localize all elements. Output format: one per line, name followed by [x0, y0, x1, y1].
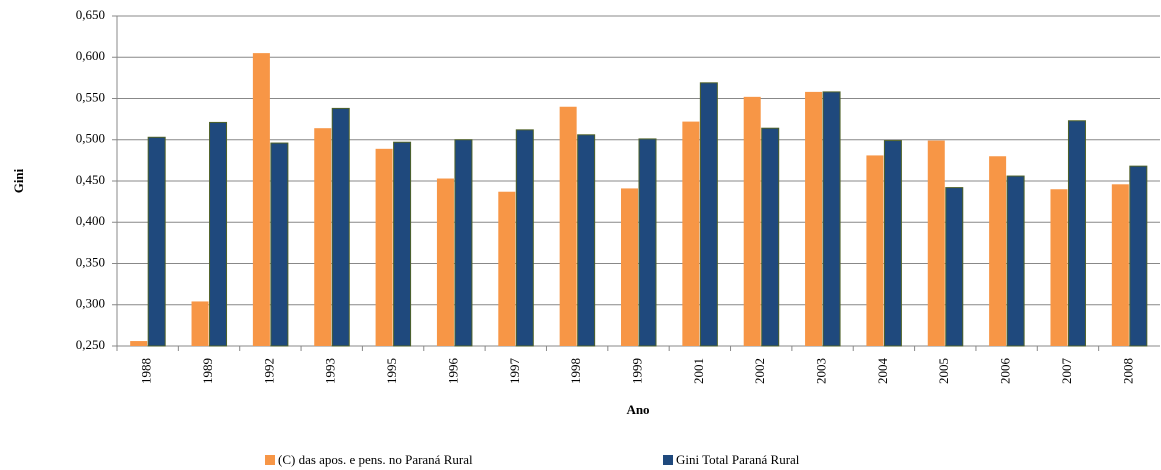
legend-swatch: [265, 455, 275, 465]
bar: [209, 121, 228, 347]
bar: [927, 140, 945, 346]
bar: [989, 156, 1007, 346]
y-axis-label: Gini: [11, 168, 26, 193]
x-tick-label: 1997: [507, 358, 522, 385]
bar: [1111, 184, 1129, 346]
x-tick-label: 1989: [200, 358, 215, 384]
bar: [638, 138, 657, 347]
y-tick-label: 0,650: [76, 7, 105, 22]
bar: [498, 191, 516, 346]
bar: [436, 178, 454, 346]
bar: [270, 142, 289, 347]
bar: [866, 155, 884, 346]
x-tick-label: 2004: [875, 358, 890, 385]
x-tick-label: 2008: [1120, 358, 1135, 384]
bar: [454, 139, 473, 347]
bar: [147, 136, 166, 347]
bar: [699, 82, 718, 347]
legend-label: (C) das apos. e pens. no Paraná Rural: [278, 452, 473, 467]
bar: [577, 134, 596, 347]
y-tick-label: 0,600: [76, 48, 105, 63]
y-tick-label: 0,400: [76, 213, 105, 228]
x-tick-label: 1988: [139, 358, 154, 384]
bar: [559, 106, 577, 346]
bar: [375, 148, 393, 346]
x-axis-label: Ano: [626, 402, 649, 417]
bar: [883, 140, 902, 347]
bar: [252, 53, 270, 346]
bar: [805, 91, 823, 347]
bar: [621, 188, 638, 346]
bar: [191, 301, 209, 346]
y-tick-label: 0,250: [76, 337, 105, 352]
x-tick-label: 1999: [629, 358, 644, 384]
bar: [515, 129, 534, 347]
bar: [1006, 175, 1025, 347]
x-tick-label: 2007: [1059, 358, 1074, 385]
y-tick-label: 0,450: [76, 172, 105, 187]
bar: [393, 141, 412, 347]
x-tick-label: 1993: [323, 358, 338, 384]
x-tick-label: 1995: [384, 358, 399, 384]
bar: [743, 96, 761, 346]
bar: [331, 107, 350, 347]
x-tick-label: 1996: [445, 358, 460, 385]
legend-label: Gini Total Paraná Rural: [676, 452, 800, 467]
bar: [1129, 165, 1148, 347]
x-tick-label: 1998: [568, 358, 583, 384]
x-tick-label: 2003: [814, 358, 829, 384]
y-tick-label: 0,300: [76, 296, 105, 311]
x-tick-label: 1992: [261, 358, 276, 384]
legend-swatch: [663, 455, 673, 465]
bar: [1050, 189, 1068, 346]
x-tick-label: 2002: [752, 358, 767, 384]
x-tick-label: 2006: [998, 358, 1013, 385]
x-tick-label: 2001: [691, 358, 706, 384]
bar: [314, 128, 332, 346]
y-tick-label: 0,350: [76, 254, 105, 269]
bar: [945, 187, 964, 347]
bar: [682, 121, 700, 346]
x-tick-label: 2005: [936, 358, 951, 384]
y-tick-label: 0,500: [76, 131, 105, 146]
bar: [761, 127, 780, 347]
y-tick-label: 0,550: [76, 89, 105, 104]
bar: [1067, 120, 1086, 347]
bar: [822, 91, 841, 347]
bar: [130, 341, 148, 346]
